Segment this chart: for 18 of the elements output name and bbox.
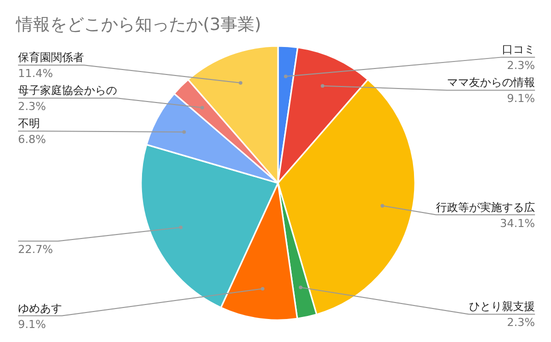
data-label: 6.8%: [18, 133, 46, 146]
chart-title: 情報をどこから知ったか(3事業): [15, 15, 262, 35]
slice-label: 不明: [18, 117, 40, 130]
data-label: 11.4%: [18, 67, 53, 80]
slice-label: ママ友からの情報: [447, 76, 535, 90]
slice-label: 保育園関係者: [18, 51, 84, 64]
data-label: 22.7%: [18, 243, 53, 256]
data-label: 9.1%: [507, 92, 535, 106]
slice-label: ゆめあす: [18, 302, 62, 315]
data-label: 2.3%: [507, 316, 535, 330]
slice-label: ひとり親支援: [469, 300, 535, 314]
slice-label: 母子家庭協会からの: [18, 84, 117, 98]
slice-label: 口コミ: [502, 43, 535, 56]
data-label: 2.3%: [18, 100, 46, 114]
data-label: 9.1%: [18, 318, 46, 331]
data-label: 2.3%: [507, 59, 535, 72]
data-label: 34.1%: [500, 216, 535, 230]
slice-label: 行政等が実施する広: [436, 200, 535, 214]
